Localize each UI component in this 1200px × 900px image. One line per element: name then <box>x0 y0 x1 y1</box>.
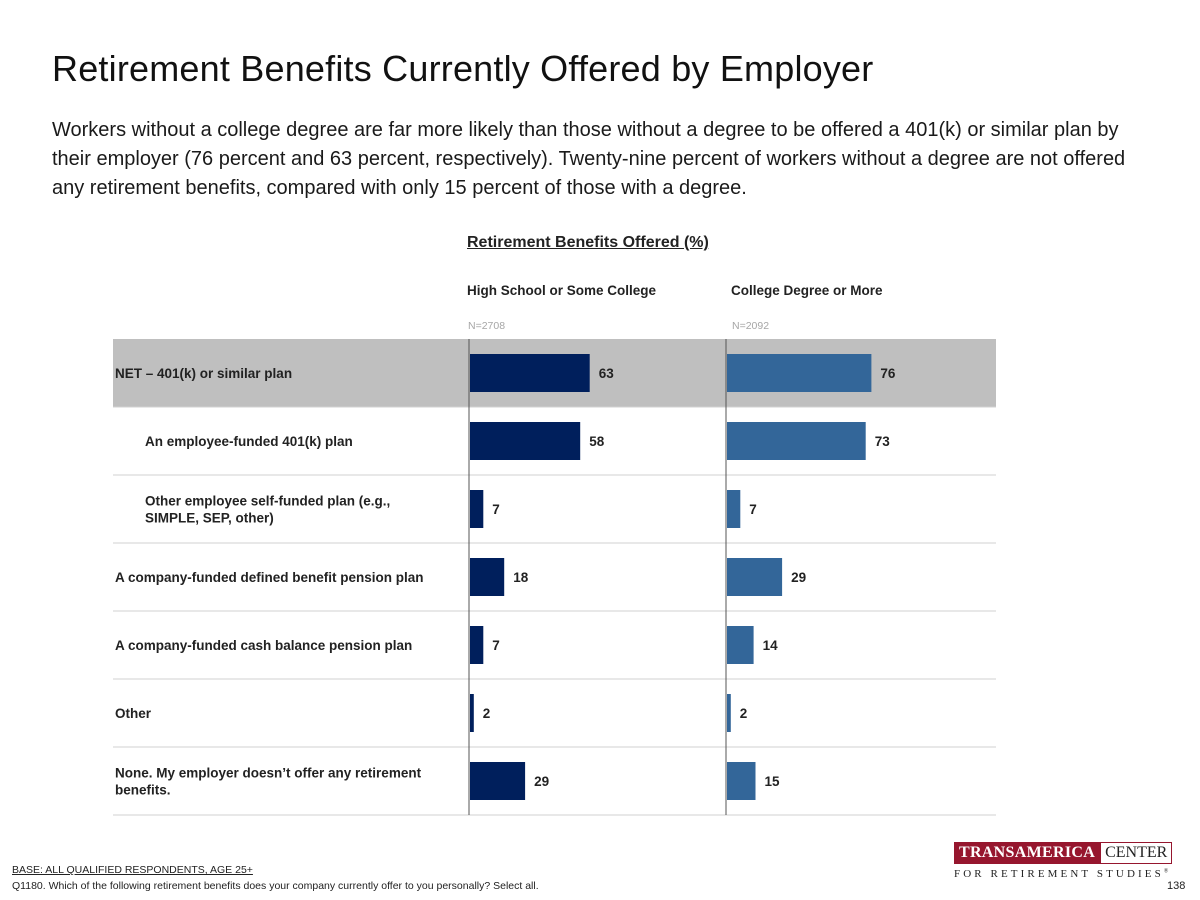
logo-registered-mark: ® <box>1163 868 1169 875</box>
value-label-series-1-row-2: 7 <box>749 502 757 517</box>
value-label-series-1-row-3: 29 <box>791 570 806 585</box>
row-label-3-line-0: A company-funded defined benefit pension… <box>115 570 424 585</box>
bar-series-0-row-1 <box>470 422 581 460</box>
value-label-series-0-row-5: 2 <box>483 706 491 721</box>
bar-series-0-row-4 <box>470 626 484 664</box>
bar-series-1-row-3 <box>727 558 783 596</box>
row-label-1-line-0: An employee-funded 401(k) plan <box>145 434 353 449</box>
logo-bottom-text: FOR RETIREMENT STUDIES <box>954 868 1164 880</box>
value-label-series-1-row-4: 14 <box>763 638 779 653</box>
row-label-2-line-0: Other employee self-funded plan (e.g., <box>145 494 390 509</box>
group-label-high-school: High School or Some College <box>467 283 657 298</box>
chart-heading: Retirement Benefits Offered (%) <box>467 234 709 251</box>
logo-right-text: CENTER <box>1100 842 1173 864</box>
group-n-college: N=2092 <box>732 320 770 332</box>
bar-series-0-row-6 <box>470 762 526 800</box>
bar-series-1-row-4 <box>727 626 754 664</box>
bar-series-0-row-0 <box>470 354 590 392</box>
base-note: BASE: ALL QUALIFIED RESPONDENTS, AGE 25+ <box>12 864 253 876</box>
group-label-college: College Degree or More <box>731 283 883 298</box>
bar-series-0-row-5 <box>470 694 474 732</box>
value-label-series-1-row-6: 15 <box>765 774 781 789</box>
value-label-series-0-row-2: 7 <box>492 502 500 517</box>
value-label-series-0-row-4: 7 <box>492 638 500 653</box>
bar-series-0-row-3 <box>470 558 505 596</box>
question-note: Q1180. Which of the following retirement… <box>12 880 539 892</box>
bar-series-0-row-2 <box>470 490 484 528</box>
value-label-series-0-row-1: 58 <box>589 434 605 449</box>
page-title: Retirement Benefits Currently Offered by… <box>52 48 874 89</box>
value-label-series-1-row-5: 2 <box>740 706 748 721</box>
value-label-series-1-row-0: 76 <box>880 366 896 381</box>
bar-series-1-row-0 <box>727 354 872 392</box>
row-label-6-line-1: benefits. <box>115 783 171 798</box>
bar-series-1-row-2 <box>727 490 741 528</box>
value-label-series-0-row-0: 63 <box>599 366 615 381</box>
row-label-5-line-0: Other <box>115 706 152 721</box>
page-subtitle: Workers without a college degree are far… <box>52 119 1126 199</box>
transamerica-logo: TRANSAMERICA CENTER FOR RETIREMENT STUDI… <box>954 842 1173 882</box>
bar-series-1-row-1 <box>727 422 866 460</box>
row-label-4-line-0: A company-funded cash balance pension pl… <box>115 638 412 653</box>
value-label-series-0-row-6: 29 <box>534 774 549 789</box>
bar-series-1-row-5 <box>727 694 731 732</box>
value-label-series-0-row-3: 18 <box>513 570 529 585</box>
group-n-high-school: N=2708 <box>468 320 506 332</box>
logo-left-text: TRANSAMERICA <box>954 842 1101 864</box>
value-label-series-1-row-1: 73 <box>875 434 891 449</box>
row-label-2-line-1: SIMPLE, SEP, other) <box>145 511 274 526</box>
bar-series-1-row-6 <box>727 762 756 800</box>
page-number: 138 <box>1167 880 1186 892</box>
row-label-0-line-0: NET – 401(k) or similar plan <box>115 366 292 381</box>
row-label-6-line-0: None. My employer doesn’t offer any reti… <box>115 766 422 781</box>
